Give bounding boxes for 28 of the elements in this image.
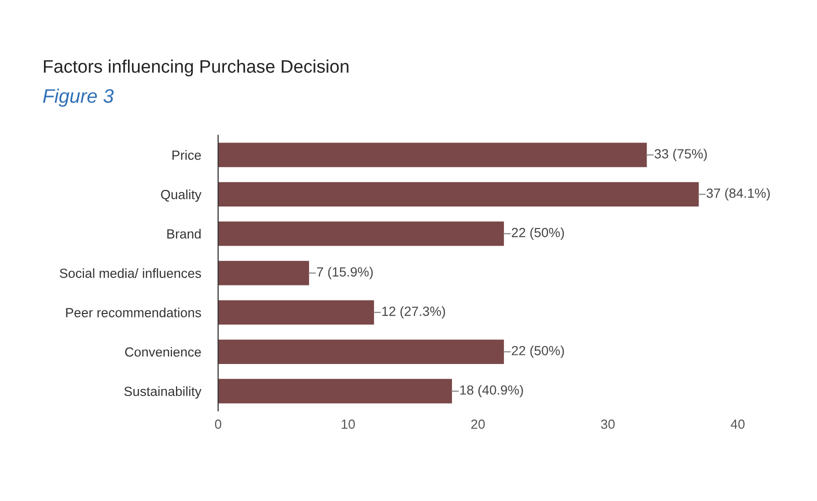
x-tick-label: 30 [601, 420, 615, 429]
chart-subtitle: Figure 3 [43, 88, 114, 107]
y-tick-label: Social media/ influences [60, 268, 202, 278]
data-label: 7 (15.9%) [317, 266, 373, 280]
chart-title: Factors influencing Purchase Decision [44, 60, 348, 76]
y-tick-label: Quality [161, 190, 202, 202]
bar [218, 300, 374, 325]
bar [218, 260, 310, 286]
y-tick-label: Convenience [125, 346, 201, 357]
x-tick-label: 40 [730, 420, 745, 429]
data-label: 22 (50%) [512, 346, 564, 358]
x-tick-label: 10 [342, 420, 355, 429]
data-label: 22 (50%) [512, 228, 564, 240]
data-label: 37 (84.1%) [706, 188, 770, 200]
data-label: 12 (27.3%) [382, 306, 446, 319]
x-tick-label: 20 [471, 420, 485, 429]
data-label: 18 (40.9%) [460, 384, 523, 398]
y-tick-label: Peer recommendations [66, 308, 202, 318]
y-tick-label: Price [172, 150, 201, 160]
bar [218, 221, 504, 246]
bar [218, 142, 647, 168]
y-tick-label: Brand [167, 228, 201, 239]
bar [218, 182, 699, 207]
y-tick-label: Sustainability [124, 386, 202, 399]
bar [218, 340, 504, 364]
data-label: 33 (75%) [654, 148, 707, 162]
x-tick-label: 0 [214, 420, 222, 429]
bar [218, 378, 452, 404]
